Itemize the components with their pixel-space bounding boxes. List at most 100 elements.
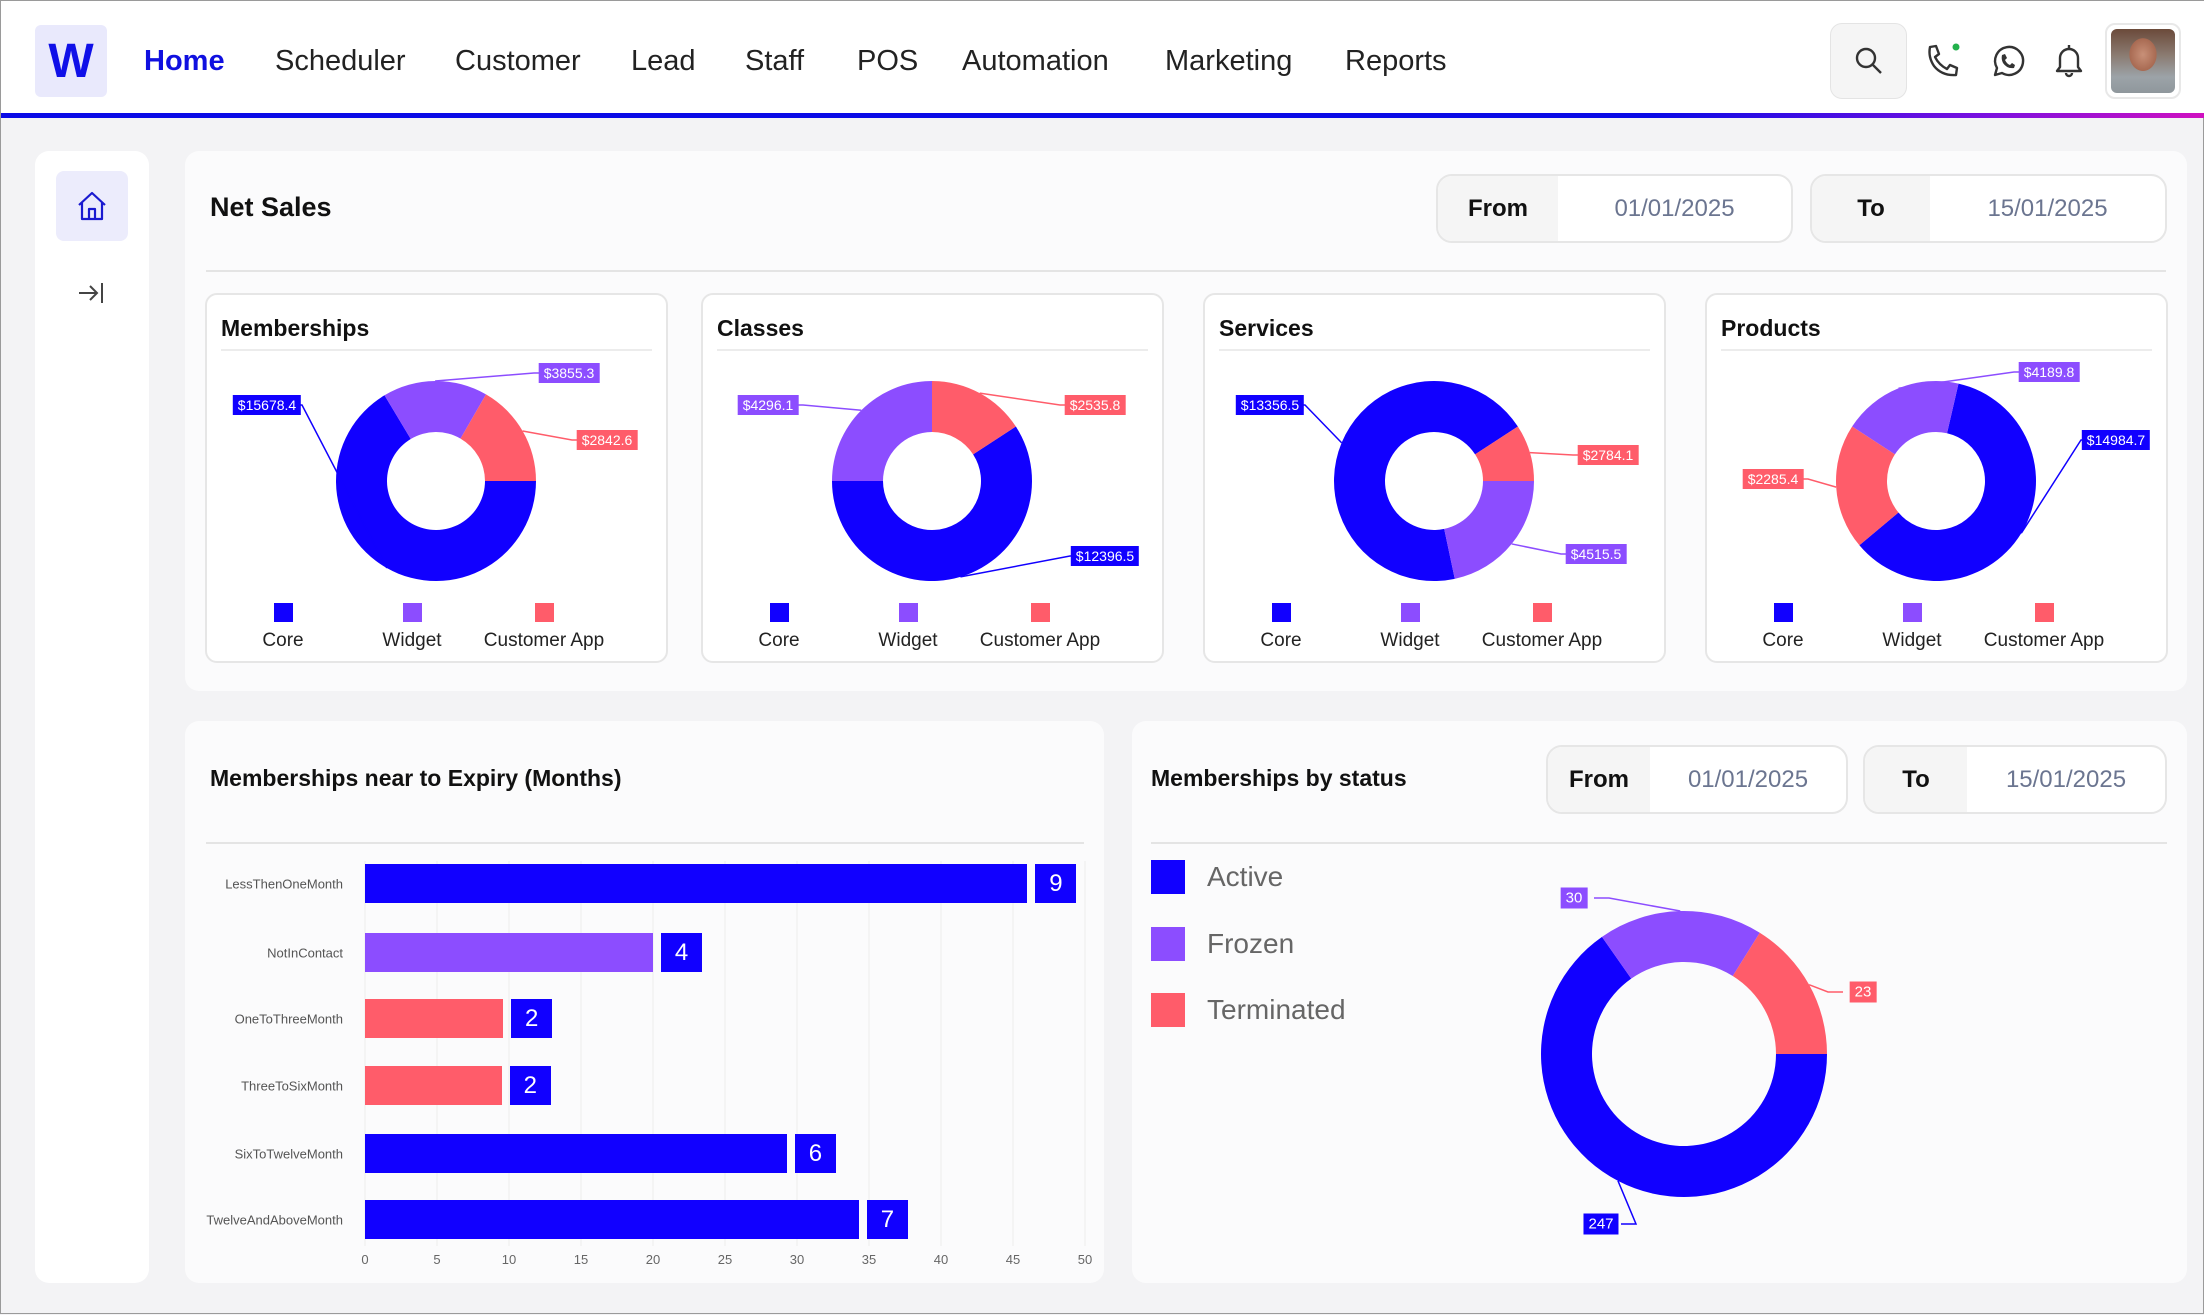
legend-label: Customer App <box>1983 630 2105 651</box>
data-label: $2784.1 <box>1577 445 1639 465</box>
data-label: $2535.8 <box>1064 395 1126 415</box>
bar[interactable] <box>365 933 653 972</box>
nav-item-automation[interactable]: Automation <box>962 45 1109 77</box>
whatsapp-icon[interactable] <box>1987 41 2027 81</box>
donut-segment[interactable] <box>832 381 932 481</box>
legend-item[interactable]: Widget <box>1842 603 1982 652</box>
legend-item[interactable]: Customer App <box>970 603 1110 652</box>
divider <box>1721 349 2152 351</box>
legend-swatch <box>1773 603 1793 622</box>
legend-label: Widget <box>878 630 938 651</box>
legend-item[interactable]: Customer App <box>1974 603 2114 652</box>
from-date-value[interactable]: 01/01/2025 <box>1614 194 1735 222</box>
nav-item-scheduler[interactable]: Scheduler <box>275 45 406 77</box>
x-tick-label: 10 <box>501 1252 517 1267</box>
net-sales-from-date[interactable]: From 01/01/2025 <box>1436 174 1793 243</box>
bar[interactable] <box>365 864 1028 903</box>
legend-swatch <box>534 603 554 622</box>
data-label: 30 <box>1560 887 1588 909</box>
status-from-date[interactable]: From 01/01/2025 <box>1546 745 1848 814</box>
to-date-value[interactable]: 15/01/2025 <box>1987 194 2108 222</box>
x-tick-label: 15 <box>573 1252 589 1267</box>
legend-item[interactable]: Active <box>1151 860 1283 894</box>
net-sales-to-date[interactable]: To 15/01/2025 <box>1810 174 2167 243</box>
donut-segment[interactable] <box>1732 932 1827 1054</box>
divider <box>206 842 1084 844</box>
phone-icon[interactable] <box>1922 41 1962 81</box>
home-icon <box>78 191 106 221</box>
data-label: 23 <box>1849 981 1877 1003</box>
legend-item[interactable]: Core <box>709 603 849 652</box>
donut-segment[interactable] <box>832 426 1032 581</box>
donut-segment[interactable] <box>1334 380 1518 581</box>
legend-item[interactable]: Customer App <box>1472 603 1612 652</box>
legend-item[interactable]: Frozen <box>1151 927 1294 961</box>
bar-value-label: 2 <box>509 1066 551 1105</box>
donut-segment[interactable] <box>336 395 536 581</box>
donut-segment[interactable] <box>1601 911 1760 979</box>
legend-label: Core <box>262 630 304 651</box>
nav-item-lead[interactable]: Lead <box>631 45 696 77</box>
sales-card-services: Services $13356.5 $4515.5 $2784.1 Core Widget… <box>1203 293 1666 663</box>
data-label: $4296.1 <box>737 395 799 415</box>
legend-item[interactable]: Widget <box>1340 603 1480 652</box>
legend-swatch <box>1030 603 1050 622</box>
sidebar-item-home[interactable] <box>56 171 128 241</box>
bar[interactable] <box>365 1200 859 1239</box>
donut-segment[interactable] <box>460 394 537 481</box>
donut-segment[interactable] <box>1859 383 2036 581</box>
legend-swatch <box>402 603 422 622</box>
from-date-value[interactable]: 01/01/2025 <box>1687 765 1809 793</box>
legend-item[interactable]: Core <box>1211 603 1351 652</box>
donut-segment[interactable] <box>1836 426 1899 546</box>
legend-item[interactable]: Terminated <box>1151 993 1346 1027</box>
card-title: Classes <box>717 315 804 341</box>
x-tick-label: 0 <box>361 1252 369 1267</box>
legend-label: Active <box>1207 861 1284 892</box>
divider <box>717 349 1148 351</box>
donut-segment[interactable] <box>1444 481 1534 579</box>
collapse-sidebar-icon[interactable] <box>75 279 107 307</box>
bell-icon[interactable] <box>2049 41 2089 81</box>
bar-value-label: 6 <box>794 1134 836 1173</box>
legend-item[interactable]: Customer App <box>474 603 614 652</box>
bar[interactable] <box>365 1134 787 1173</box>
bar[interactable] <box>365 999 504 1038</box>
donut-segment[interactable] <box>1541 936 1827 1197</box>
to-date-value[interactable]: 15/01/2025 <box>2005 765 2127 793</box>
legend-item[interactable]: Core <box>1713 603 1853 652</box>
data-label: $2285.4 <box>1742 469 1804 489</box>
x-tick-label: 30 <box>789 1252 805 1267</box>
donut-segment[interactable] <box>384 381 486 439</box>
nav-item-marketing[interactable]: Marketing <box>1165 45 1293 77</box>
data-label: $13356.5 <box>1235 395 1305 415</box>
avatar[interactable] <box>2105 23 2181 99</box>
search-button[interactable] <box>1830 23 1907 99</box>
nav-item-reports[interactable]: Reports <box>1345 45 1447 77</box>
donut-segment[interactable] <box>932 381 1016 455</box>
x-tick-label: 40 <box>933 1252 949 1267</box>
sales-card-memberships: Memberships $15678.4 $3855.3 $2842.6 Core Wid… <box>205 293 668 663</box>
logo[interactable]: W <box>35 25 107 97</box>
donut-segment[interactable] <box>1852 381 1959 455</box>
x-tick-label: 35 <box>861 1252 877 1267</box>
legend-item[interactable]: Widget <box>838 603 978 652</box>
nav-item-pos[interactable]: POS <box>857 45 919 77</box>
sales-card-products: Products $14984.7 $4189.8 $2285.4 Core Widget… <box>1705 293 2168 663</box>
legend-item[interactable]: Core <box>213 603 353 652</box>
legend-swatch <box>1151 993 1185 1027</box>
bar-value-label: 7 <box>866 1200 908 1239</box>
donut-segment[interactable] <box>1475 426 1534 481</box>
nav-item-home[interactable]: Home <box>144 45 225 77</box>
divider <box>206 270 2166 272</box>
bar[interactable] <box>365 1066 502 1105</box>
from-label: From <box>1548 747 1650 812</box>
nav-item-staff[interactable]: Staff <box>745 45 805 77</box>
nav-item-customer[interactable]: Customer <box>455 45 581 77</box>
legend-label: Frozen <box>1207 928 1295 959</box>
category-label: ThreeToSixMonth <box>241 1078 343 1094</box>
legend-label: Widget <box>1882 630 1942 651</box>
status-to-date[interactable]: To 15/01/2025 <box>1863 745 2167 814</box>
legend-item[interactable]: Widget <box>342 603 482 652</box>
